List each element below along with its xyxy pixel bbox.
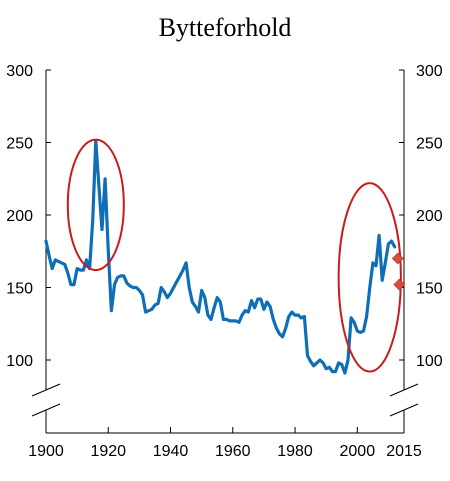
right-axis-break-mark <box>389 403 419 417</box>
forecast-marker-2 <box>393 278 406 291</box>
series-layer <box>44 139 397 375</box>
y-tick-label-left: 250 <box>6 136 33 153</box>
right-axis-break-mark <box>389 383 419 397</box>
marker-layer <box>391 252 406 291</box>
y-tick-label-left: 300 <box>6 63 33 80</box>
left-axis-break-mark <box>31 403 61 417</box>
y-tick-label-right: 200 <box>416 208 443 225</box>
x-tick-label: 1920 <box>90 443 126 460</box>
tick-labels: 300 250 200 150 100 300 250 200 150 100 1900 1920 19… <box>6 63 443 460</box>
forecast-marker-1 <box>391 252 404 265</box>
annotation-layer <box>66 138 402 373</box>
x-tick-label: 1900 <box>28 443 64 460</box>
axes <box>31 69 419 434</box>
chart-title: Bytteforhold <box>159 13 292 42</box>
y-tick-label-left: 150 <box>6 281 33 298</box>
series-line <box>44 139 397 375</box>
y-tick-label-right: 150 <box>416 281 443 298</box>
x-tick-label: 1960 <box>215 443 251 460</box>
highlight-ellipse-1 <box>66 138 125 272</box>
x-tick-label: 1940 <box>153 443 189 460</box>
y-tick-label-right: 100 <box>416 353 443 370</box>
left-axis-break-mark <box>31 383 61 397</box>
y-tick-label-left: 100 <box>6 353 33 370</box>
x-tick-label: 2015 <box>386 443 422 460</box>
highlight-ellipse-2 <box>337 182 402 373</box>
x-tick-label: 1980 <box>277 443 313 460</box>
y-tick-label-left: 200 <box>6 208 33 225</box>
y-tick-label-right: 250 <box>416 136 443 153</box>
y-tick-label-right: 300 <box>416 63 443 80</box>
x-tick-label: 2000 <box>340 443 376 460</box>
